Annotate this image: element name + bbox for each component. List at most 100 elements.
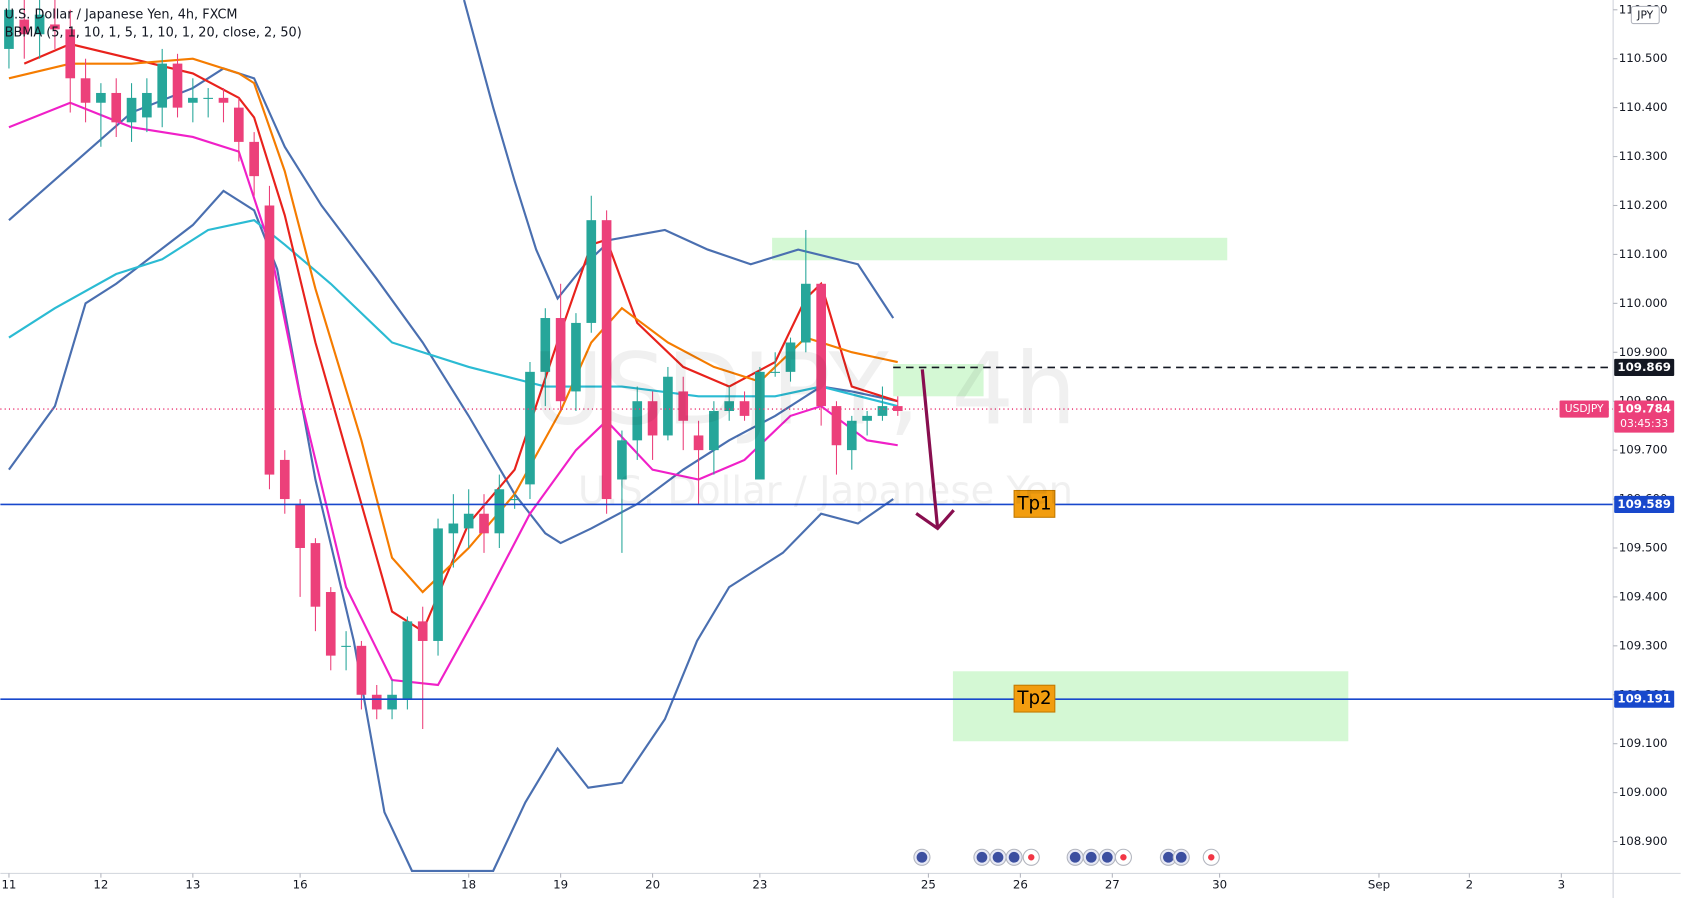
candle-body	[325, 592, 336, 656]
arrow	[920, 369, 940, 529]
candle-body	[126, 97, 137, 123]
candle-body	[463, 513, 474, 529]
indicator-line	[8, 189, 894, 872]
price-tag	[1614, 358, 1675, 377]
y-tick-label: 110.400	[1619, 100, 1668, 114]
candle-body	[877, 406, 888, 416]
candle-body	[19, 19, 30, 35]
candle-body	[295, 503, 305, 548]
event-dot	[916, 851, 928, 863]
event-dot	[992, 851, 1004, 863]
candle-body	[509, 499, 520, 501]
candle-body	[402, 621, 413, 700]
candle-body	[111, 92, 122, 123]
candle-body	[586, 220, 597, 323]
event-dot	[1028, 854, 1035, 861]
time-axis	[0, 873, 1681, 898]
price-tag-label: 109.191	[1617, 692, 1671, 706]
candle-body	[709, 410, 719, 451]
currency[interactable]: JPY	[1636, 9, 1653, 22]
event-dot	[1101, 851, 1113, 863]
candle-body	[34, 14, 45, 35]
price-tag-label: 109.869	[1617, 360, 1671, 374]
target-zone	[772, 237, 1228, 261]
candle-body	[862, 415, 872, 421]
x-tick-label: 23	[752, 878, 767, 892]
candle-body	[678, 391, 689, 421]
candle-body	[203, 97, 213, 99]
candle-body	[831, 406, 842, 446]
y-tick-label: 109.500	[1619, 540, 1668, 554]
event-dot	[1208, 854, 1215, 861]
target-zone	[893, 364, 984, 397]
indicator-line	[8, 67, 898, 545]
candle-body	[770, 371, 780, 373]
countdown: 03:45:33	[1620, 417, 1668, 430]
x-tick-label: 20	[645, 878, 660, 892]
candle-body	[555, 318, 566, 402]
candle-body	[218, 97, 229, 103]
candle-body	[663, 376, 673, 436]
indicator-line	[8, 101, 898, 687]
y-tick-label: 110.300	[1619, 149, 1668, 163]
candle-body	[785, 342, 796, 372]
candle-body	[846, 420, 857, 451]
candle-body	[341, 645, 351, 647]
candle-body	[892, 406, 903, 411]
candle-body	[142, 92, 152, 118]
candle-body	[540, 318, 551, 372]
target-label-bg	[1013, 684, 1056, 713]
price-axis	[1613, 0, 1681, 898]
event-dot	[1069, 851, 1081, 863]
plot-area: Tp1 Tp2	[0, 0, 1614, 872]
candle-body	[65, 29, 76, 79]
candle-body	[356, 645, 367, 695]
candle-body	[479, 513, 489, 534]
candle-body	[571, 322, 581, 392]
candle-body	[387, 694, 397, 710]
candle-body	[816, 283, 826, 407]
currency-box[interactable]	[1630, 5, 1660, 25]
target-label: Tp1	[1016, 493, 1051, 514]
candle-body	[188, 97, 198, 103]
x-tick-label: 18	[461, 878, 476, 892]
candle-body	[371, 694, 382, 710]
price-tag	[1614, 690, 1675, 708]
y-tick-label: 110.100	[1619, 247, 1668, 261]
symbol-tag	[1559, 400, 1609, 418]
candle-body	[417, 621, 428, 641]
target-zone	[952, 671, 1349, 742]
candle-body	[310, 543, 321, 607]
candle-body	[233, 107, 244, 142]
watermark-subtitle: U.S. Dollar / Japanese Yen	[578, 468, 1073, 513]
target-label-bg	[1013, 489, 1056, 518]
candle-body	[80, 78, 91, 103]
candle-body	[693, 435, 704, 451]
x-tick-label: 11	[1, 878, 16, 892]
candle-body	[50, 24, 60, 30]
candle-body	[249, 141, 259, 177]
price-tag	[1614, 400, 1675, 433]
x-tick-label: 3	[1558, 878, 1566, 892]
candle-body	[601, 220, 612, 500]
y-tick-label: 110.000	[1619, 296, 1668, 310]
candle-body	[739, 401, 750, 416]
y-tick-label: 109.300	[1619, 638, 1668, 652]
x-tick-label: 25	[921, 878, 936, 892]
indicator-line	[8, 57, 898, 594]
candle-body	[4, 9, 14, 49]
x-tick-label: 13	[185, 878, 200, 892]
candle-body	[279, 459, 290, 500]
candle-body	[448, 523, 459, 534]
candle-body	[647, 401, 658, 436]
candle-body	[801, 283, 811, 343]
chart-title: U.S. Dollar / Japanese Yen, 4h, FXCM	[5, 8, 238, 23]
event-dot	[1008, 851, 1020, 863]
symbol-label: USDJPY	[1565, 402, 1604, 415]
candle-body	[96, 92, 106, 103]
arrow-head	[915, 509, 955, 531]
